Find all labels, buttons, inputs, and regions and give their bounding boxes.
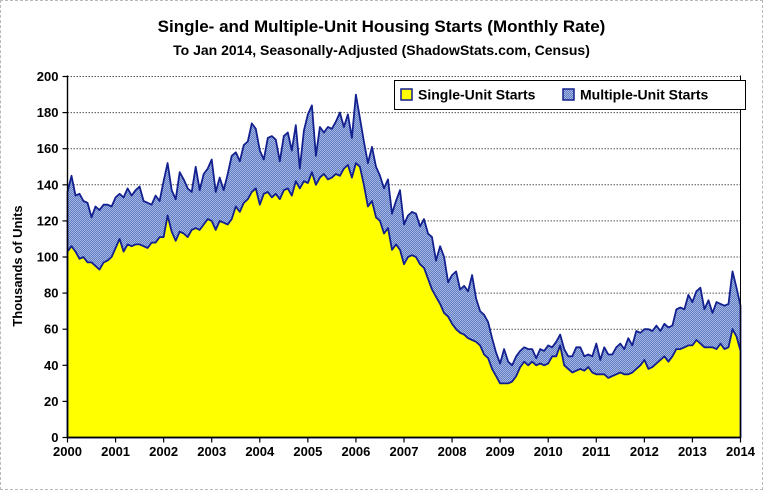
x-tick-label: 2014: [726, 444, 756, 459]
legend-label-single-unit: Single-Unit Starts: [418, 87, 536, 103]
x-tick-label: 2006: [341, 444, 370, 459]
chart-subtitle: To Jan 2014, Seasonally-Adjusted (Shadow…: [173, 42, 590, 58]
chart-title: Single- and Multiple-Unit Housing Starts…: [157, 17, 606, 36]
area-single-unit-starts: [66, 162, 742, 439]
x-tick-label: 2007: [390, 444, 419, 459]
x-tick-label: 2012: [630, 444, 659, 459]
x-tick-label: 2009: [486, 444, 515, 459]
legend-label-multiple-unit: Multiple-Unit Starts: [580, 87, 709, 103]
legend-swatch-single-unit: [400, 88, 413, 101]
y-tick-label: 140: [37, 177, 59, 192]
y-tick-label: 40: [44, 358, 58, 373]
x-tick-label: 2001: [101, 444, 130, 459]
x-tick-label: 2010: [534, 444, 563, 459]
x-tick-label: 2005: [293, 444, 322, 459]
x-tick-label: 2003: [197, 444, 226, 459]
y-tick-label: 100: [37, 250, 59, 265]
legend-swatch-multiple-unit: [562, 88, 575, 101]
y-tick-label: 160: [37, 141, 59, 156]
axis-ticks: [62, 75, 742, 443]
x-tick-label: 2000: [53, 444, 82, 459]
legend: Single-Unit Starts Multiple-Unit Starts: [394, 80, 746, 110]
y-axis-title: Thousands of Units: [10, 205, 25, 326]
area-series: [66, 93, 742, 439]
x-tick-label: 2011: [582, 444, 610, 459]
y-tick-label: 20: [44, 394, 58, 409]
y-tick-label: 200: [37, 69, 59, 84]
x-tick-label: 2008: [438, 444, 467, 459]
y-tick-label: 0: [51, 430, 58, 445]
y-tick-label: 80: [44, 286, 58, 301]
y-tick-label: 60: [44, 322, 58, 337]
x-tick-label: 2013: [678, 444, 707, 459]
y-tick-label: 180: [37, 105, 59, 120]
y-tick-label: 120: [37, 213, 59, 228]
x-tick-label: 2002: [149, 444, 178, 459]
axis-labels: 0 20 40 60 80 100 120 140 160 180 200 2000 2001 2002 2…: [37, 69, 756, 459]
x-tick-label: 2004: [245, 444, 275, 459]
